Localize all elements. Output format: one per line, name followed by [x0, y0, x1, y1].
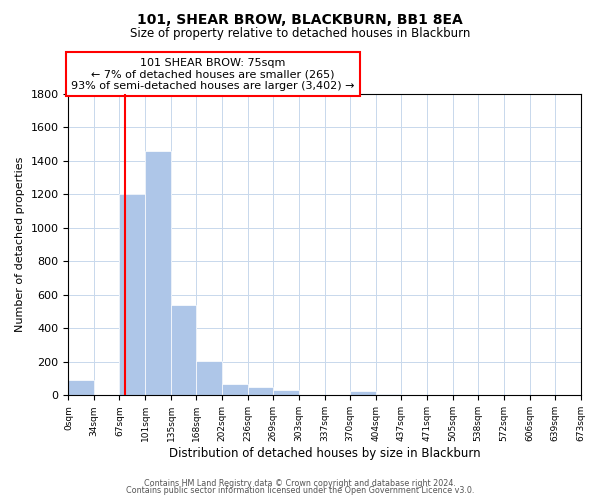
Bar [376, 394, 401, 396]
X-axis label: Distribution of detached houses by size in Blackburn: Distribution of detached houses by size … [169, 447, 480, 460]
Bar [68, 380, 94, 396]
Bar [350, 391, 376, 396]
Text: Contains public sector information licensed under the Open Government Licence v3: Contains public sector information licen… [126, 486, 474, 495]
Text: Contains HM Land Registry data © Crown copyright and database right 2024.: Contains HM Land Registry data © Crown c… [144, 478, 456, 488]
Bar [196, 361, 222, 396]
Bar [273, 390, 299, 396]
Bar [248, 388, 273, 396]
Bar [119, 194, 145, 396]
Text: Size of property relative to detached houses in Blackburn: Size of property relative to detached ho… [130, 28, 470, 40]
Text: 101, SHEAR BROW, BLACKBURN, BB1 8EA: 101, SHEAR BROW, BLACKBURN, BB1 8EA [137, 12, 463, 26]
Y-axis label: Number of detached properties: Number of detached properties [15, 157, 25, 332]
Text: 101 SHEAR BROW: 75sqm
← 7% of detached houses are smaller (265)
93% of semi-deta: 101 SHEAR BROW: 75sqm ← 7% of detached h… [71, 58, 355, 90]
Bar [145, 150, 171, 396]
Bar [222, 384, 248, 396]
Bar [171, 305, 196, 396]
